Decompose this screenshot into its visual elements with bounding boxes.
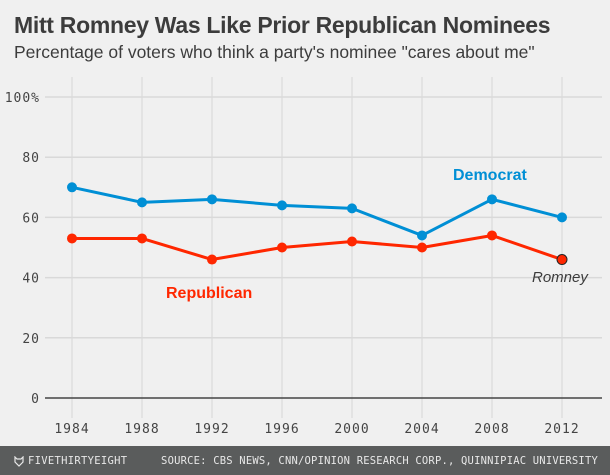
x-tick-label: 2008 [474,422,509,437]
y-tick-label: 80 [22,151,40,166]
x-tick-label: 1996 [264,422,299,437]
x-tick-label: 1984 [54,422,89,437]
republican-point [67,233,77,244]
republican-label: Republican [166,285,252,302]
democrat-point [487,194,497,205]
democrat-point [347,203,357,214]
republican-point [417,242,427,253]
republican-line [72,233,563,262]
y-tick-label: 20 [22,332,40,347]
y-tick-label: 60 [22,211,40,226]
series-lines [67,182,568,266]
y-tick-label: 40 [22,272,40,287]
source-note: SOURCE: CBS NEWS, CNN/OPINION RESEARCH C… [161,455,598,467]
democrat-point [277,200,287,211]
republican-point [137,233,147,244]
romney-point [556,254,568,266]
y-axis-ticks: 0 20 40 60 80 100% [5,91,40,407]
x-tick-label: 2012 [544,422,579,437]
romney-annotation: Romney [532,269,589,286]
fox-icon [14,455,24,467]
series-democrat [67,182,567,241]
republican-point [487,230,497,241]
x-tick-label: 2000 [334,422,369,437]
chart-subtitle: Percentage of voters who think a party's… [14,42,535,62]
footer-bar: FIVETHIRTYEIGHT SOURCE: CBS NEWS, CNN/OP… [0,446,610,475]
democrat-point [207,194,217,205]
series-republican [67,230,568,266]
gridlines [45,77,602,418]
line-chart: 0 20 40 60 80 100% 1984 1988 1992 1996 2000 2004 20… [5,77,602,437]
y-tick-label: 0 [31,392,40,407]
democrat-point [557,212,567,223]
brand-name: FIVETHIRTYEIGHT [28,455,128,467]
republican-point [277,242,287,253]
chart-title: Mitt Romney Was Like Prior Republican No… [14,12,551,38]
x-tick-label: 1988 [124,422,159,437]
democrat-line [71,185,563,237]
x-tick-label: 2004 [404,422,439,437]
democrat-point [417,230,427,241]
republican-point [347,236,357,247]
democrat-label: Democrat [453,167,527,184]
democrat-point [67,182,77,193]
y-tick-label: 100% [5,91,40,106]
democrat-point [137,197,147,208]
republican-point [207,254,217,265]
x-axis-ticks: 1984 1988 1992 1996 2000 2004 2008 2012 [54,422,579,437]
x-tick-label: 1992 [194,422,229,437]
brand: FIVETHIRTYEIGHT [14,455,127,467]
